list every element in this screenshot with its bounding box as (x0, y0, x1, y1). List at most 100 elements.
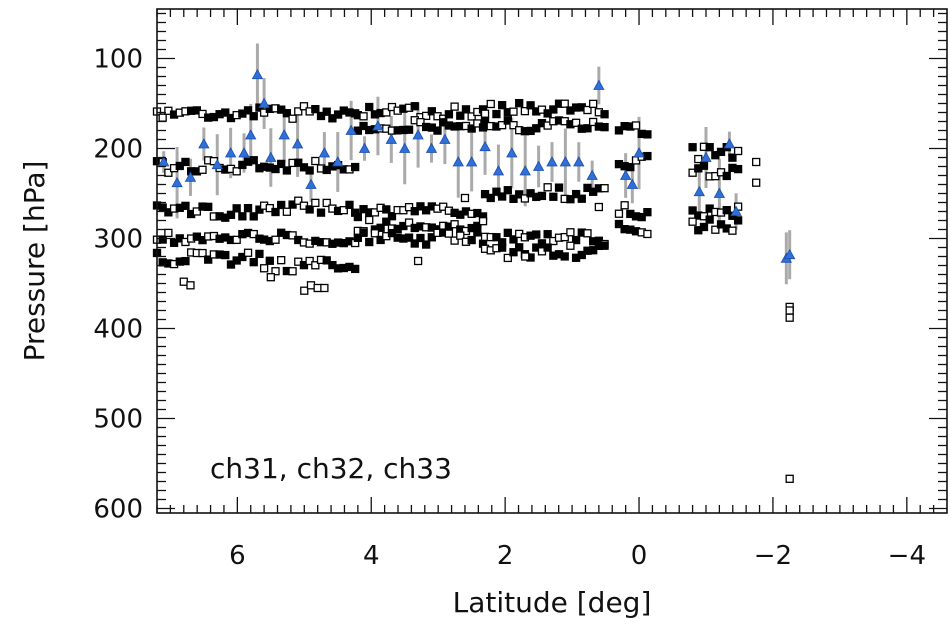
square-marker (492, 109, 501, 119)
square-marker (728, 226, 737, 235)
square-marker (503, 116, 512, 125)
square-marker (277, 200, 286, 210)
square-marker (694, 154, 703, 164)
triangle-marker (258, 97, 270, 108)
triangle-marker (506, 147, 518, 158)
square-marker (486, 99, 495, 109)
square-marker (416, 118, 425, 127)
square-marker (404, 218, 414, 227)
square-marker (577, 250, 586, 260)
square-marker (413, 256, 423, 266)
square-marker (282, 166, 292, 175)
square-marker (733, 164, 743, 174)
square-marker (365, 237, 374, 247)
y-tick-label: 400 (93, 315, 143, 345)
square-marker (192, 207, 201, 216)
square-marker (204, 255, 213, 264)
square-marker (288, 231, 297, 240)
square-marker (186, 281, 195, 290)
square-marker (752, 178, 761, 187)
triangle-marker-layer (158, 68, 796, 263)
square-marker (600, 110, 609, 119)
triangle-marker (573, 156, 585, 167)
triangle-marker (693, 185, 705, 197)
x-tick-label: −4 (888, 541, 926, 571)
triangle-marker (439, 133, 451, 144)
square-marker (480, 117, 490, 126)
square-marker (566, 228, 575, 237)
square-marker (232, 235, 241, 245)
square-marker (410, 239, 419, 248)
square-marker (594, 202, 604, 212)
triangle-marker (305, 178, 317, 189)
square-marker (733, 146, 743, 156)
square-marker (450, 220, 459, 229)
square-marker (492, 187, 501, 196)
square-marker (169, 238, 179, 247)
square-marker (521, 252, 530, 261)
square-marker (705, 143, 714, 152)
square-marker (322, 107, 331, 116)
square-marker (785, 306, 794, 315)
square-marker (509, 121, 518, 130)
square-marker (243, 248, 253, 257)
square-marker (382, 108, 391, 117)
chart-annotation: ch31, ch32, ch33 (210, 452, 452, 485)
square-marker (728, 153, 737, 162)
square-marker (221, 250, 230, 260)
square-marker (181, 157, 190, 167)
square-marker (300, 286, 309, 295)
square-marker (359, 112, 368, 121)
triangle-marker (291, 138, 304, 149)
square-marker (255, 249, 264, 259)
square-marker (382, 205, 391, 214)
square-marker (626, 162, 635, 172)
square-marker (699, 161, 709, 170)
square-marker (306, 281, 316, 290)
square-marker (614, 126, 624, 135)
square-marker (410, 102, 419, 111)
square-marker (198, 248, 207, 258)
square-marker (305, 256, 314, 266)
square-marker (785, 474, 794, 483)
square-marker (688, 206, 697, 215)
square-marker (543, 230, 552, 239)
square-marker (456, 111, 465, 120)
square-marker (288, 114, 297, 123)
square-marker (600, 184, 609, 193)
square-marker (271, 235, 280, 244)
square-marker (515, 243, 524, 252)
square-marker (181, 256, 190, 266)
square-marker (503, 186, 512, 195)
square-marker (181, 201, 190, 211)
square-marker (549, 192, 558, 201)
square-marker (497, 243, 507, 252)
square-marker (444, 110, 454, 119)
square-marker (433, 126, 442, 135)
square-marker (376, 223, 385, 232)
square-marker (577, 194, 586, 203)
square-marker (259, 264, 269, 273)
square-marker (353, 212, 362, 222)
square-marker (249, 156, 258, 165)
square-marker (232, 204, 241, 213)
square-marker (461, 105, 471, 114)
triangle-marker (238, 147, 250, 158)
square-marker (520, 106, 530, 116)
square-marker (620, 201, 629, 210)
square-marker (515, 98, 524, 108)
tick-label-layer: 6 4 2 0 −2 −4 100 200 300 400 500 600 (93, 45, 926, 572)
triangle-marker (345, 124, 357, 135)
triangle-marker (700, 151, 712, 162)
square-marker (571, 189, 581, 199)
triangle-marker (546, 156, 558, 167)
square-marker (249, 112, 258, 121)
y-tick-label: 100 (93, 45, 143, 75)
square-marker (688, 143, 697, 152)
square-marker (243, 106, 253, 115)
square-marker (705, 215, 714, 224)
square-marker (589, 246, 598, 255)
square-marker (427, 107, 436, 116)
tick-layer (156, 9, 947, 513)
